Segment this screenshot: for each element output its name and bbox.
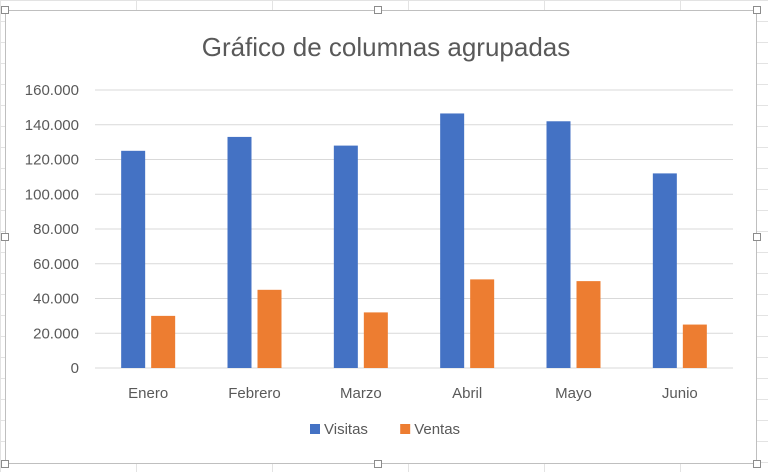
- bar-visitas-mayo[interactable]: [546, 121, 571, 369]
- x-tick-label: Marzo: [340, 385, 382, 402]
- bar-visitas-febrero[interactable]: [227, 136, 252, 368]
- bars: [121, 113, 707, 369]
- y-tick-label: 20.000: [33, 325, 79, 342]
- resize-handle-top-right[interactable]: [753, 6, 761, 14]
- bar-ventas-marzo[interactable]: [363, 312, 388, 368]
- y-tick-label: 100.000: [25, 186, 79, 203]
- y-tick-label: 160.000: [25, 82, 79, 99]
- bar-ventas-febrero[interactable]: [257, 289, 282, 368]
- resize-handle-middle-left[interactable]: [1, 233, 9, 241]
- legend[interactable]: Visitas Ventas: [310, 421, 460, 438]
- bar-visitas-junio[interactable]: [652, 173, 677, 368]
- x-tick-label: Abril: [452, 385, 482, 402]
- chart-title: Gráfico de columnas agrupadas: [202, 32, 571, 62]
- legend-swatch-ventas: [400, 424, 411, 434]
- bar-visitas-marzo[interactable]: [333, 145, 358, 368]
- y-tick-label: 60.000: [33, 256, 79, 273]
- y-tick-label: 0: [71, 360, 79, 377]
- bar-visitas-abril[interactable]: [440, 113, 465, 368]
- resize-handle-top-center[interactable]: [374, 6, 382, 14]
- y-axis-tick-labels: 0 20.000 40.000 60.000 80.000 100.000 120.000 1…: [25, 82, 79, 377]
- bar-ventas-enero[interactable]: [151, 315, 176, 368]
- bar-visitas-enero[interactable]: [121, 150, 146, 368]
- resize-handle-bottom-center[interactable]: [374, 460, 382, 468]
- gridlines: [95, 89, 733, 369]
- bar-ventas-mayo[interactable]: [576, 281, 601, 368]
- y-tick-label: 80.000: [33, 221, 79, 238]
- legend-label-visitas: Visitas: [324, 421, 368, 438]
- resize-handle-bottom-left[interactable]: [1, 460, 9, 468]
- legend-label-ventas: Ventas: [414, 421, 460, 438]
- resize-handle-bottom-right[interactable]: [753, 460, 761, 468]
- y-tick-label: 120.000: [25, 152, 79, 169]
- bar-ventas-junio[interactable]: [682, 324, 707, 368]
- y-tick-label: 40.000: [33, 291, 79, 308]
- x-tick-label: Junio: [662, 385, 698, 402]
- x-axis-tick-labels: Enero Febrero Marzo Abril Mayo Junio: [128, 385, 698, 402]
- x-tick-label: Enero: [128, 385, 168, 402]
- legend-swatch-visitas: [310, 424, 320, 434]
- x-tick-label: Mayo: [555, 385, 592, 402]
- resize-handle-middle-right[interactable]: [753, 233, 761, 241]
- resize-handle-top-left[interactable]: [1, 6, 9, 14]
- bar-ventas-abril[interactable]: [470, 279, 495, 368]
- x-tick-label: Febrero: [228, 385, 281, 402]
- y-tick-label: 140.000: [25, 117, 79, 134]
